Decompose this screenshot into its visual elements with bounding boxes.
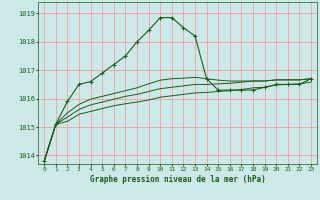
X-axis label: Graphe pression niveau de la mer (hPa): Graphe pression niveau de la mer (hPa) bbox=[90, 175, 266, 184]
